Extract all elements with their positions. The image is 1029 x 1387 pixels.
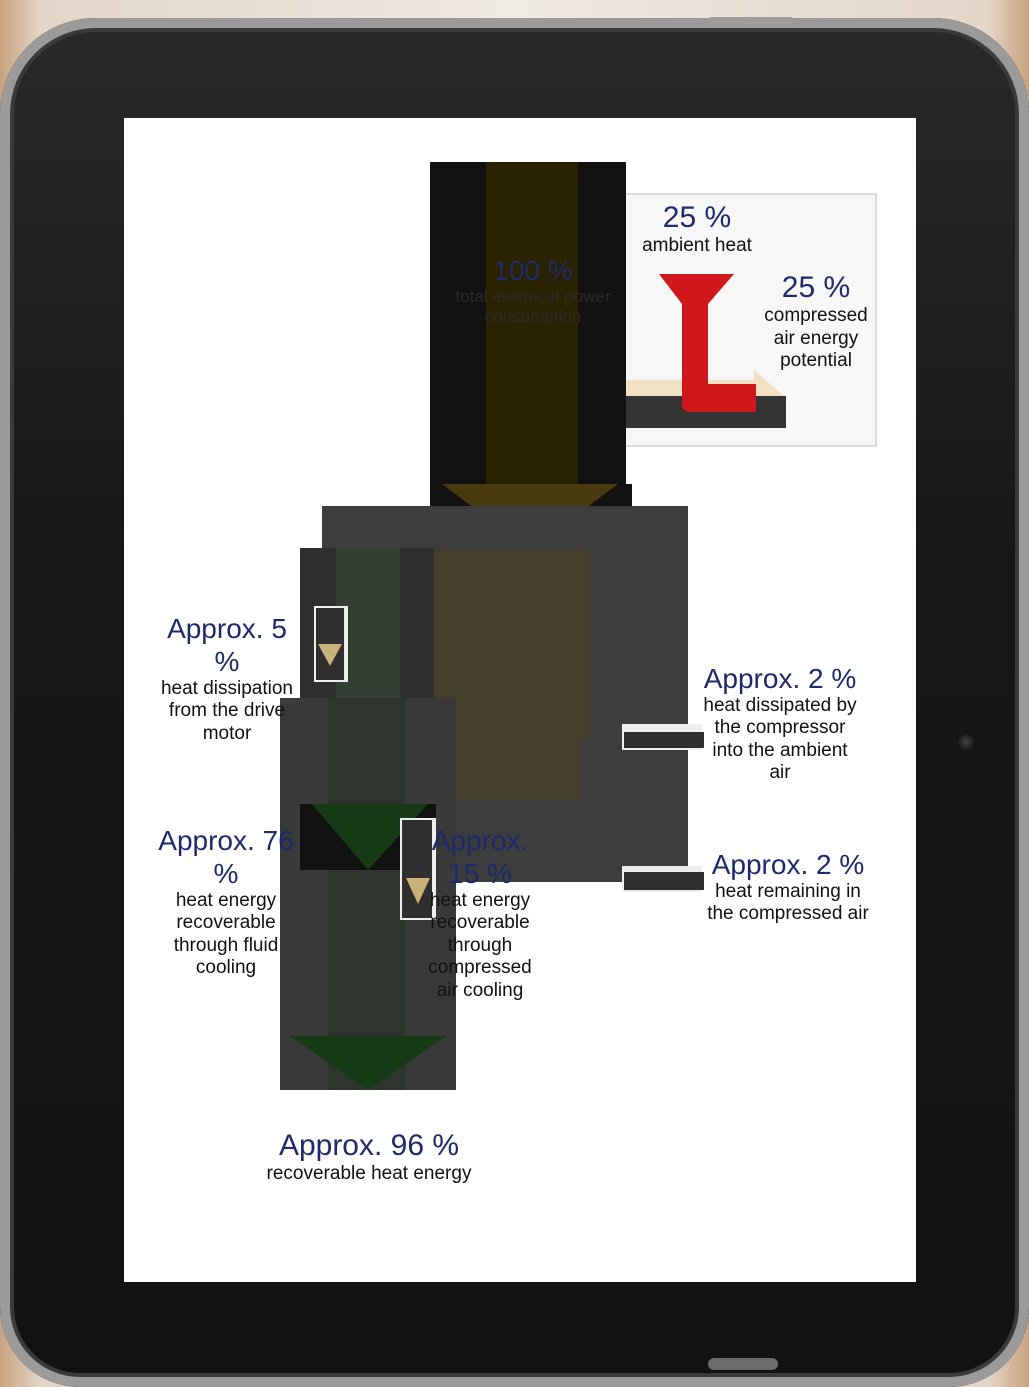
total-description: total electrical power consumption bbox=[455, 287, 611, 327]
ambient-value: 25 % bbox=[662, 201, 732, 234]
ambient-description: ambient heat bbox=[642, 235, 752, 257]
drive-motor-description: heat dissipation from the drive motor bbox=[160, 678, 294, 744]
energy-flow-diagram bbox=[280, 162, 877, 1090]
drive-motor-label: Approx. 5 % heat dissipation from the dr… bbox=[154, 612, 300, 745]
home-button[interactable] bbox=[708, 1358, 778, 1370]
compressed-air-value: 25 % bbox=[781, 271, 851, 304]
air-cooling-description: heat energy recoverable through compress… bbox=[428, 890, 532, 1001]
ambient-heat-red-arrow bbox=[659, 274, 756, 412]
recoverable-arrowhead bbox=[290, 1036, 446, 1090]
compressor-ambient-value: Approx. 2 % bbox=[703, 663, 857, 694]
drive-motor-value: Approx. 5 % bbox=[167, 613, 287, 678]
recoverable-value: Approx. 96 % bbox=[278, 1129, 460, 1162]
fluid-cooling-label: Approx. 76 % heat energy recoverable thr… bbox=[148, 824, 304, 980]
recoverable-description: recoverable heat energy bbox=[266, 1163, 472, 1185]
compressor-ambient-label: Approx. 2 % heat dissipated by the compr… bbox=[700, 662, 860, 785]
air-cooling-value: Approx. 15 % bbox=[431, 825, 529, 890]
fluid-cooling-value: Approx. 76 % bbox=[158, 825, 294, 890]
compressed-air-description: compressed air energy potential bbox=[764, 305, 868, 372]
ambient-label: 25 % ambient heat bbox=[634, 200, 760, 258]
total-value: 100 % bbox=[493, 255, 573, 286]
fluid-cooling-description: heat energy recoverable through fluid co… bbox=[173, 890, 279, 979]
tablet-top-slot bbox=[708, 17, 794, 25]
air-cooling-arrowhead bbox=[406, 878, 430, 904]
fluid-cooling-stripe bbox=[328, 698, 406, 1090]
camera-icon bbox=[958, 734, 974, 750]
fluid-cooling-arrowhead bbox=[312, 804, 428, 870]
remaining-air-label: Approx. 2 % heat remaining in the compre… bbox=[700, 848, 876, 926]
recoverable-label: Approx. 96 % recoverable heat energy bbox=[264, 1128, 474, 1186]
tablet-screen: 100 % total electrical power consumption… bbox=[124, 118, 916, 1282]
drive-motor-arrowhead bbox=[318, 644, 342, 666]
air-cooling-label: Approx. 15 % heat energy recoverable thr… bbox=[418, 824, 542, 1002]
compressed-air-label: 25 % compressed air energy potential bbox=[760, 270, 872, 373]
compressor-side bbox=[580, 738, 688, 882]
total-label: 100 % total electrical power consumption bbox=[450, 254, 616, 327]
remaining-air-description: heat remaining in the compressed air bbox=[707, 881, 869, 925]
total-power-stripe bbox=[486, 162, 578, 484]
compressor-core bbox=[430, 550, 590, 800]
remaining-air-value: Approx. 2 % bbox=[711, 849, 865, 880]
compressor-ambient-description: heat dissipated by the compressor into t… bbox=[703, 695, 857, 784]
